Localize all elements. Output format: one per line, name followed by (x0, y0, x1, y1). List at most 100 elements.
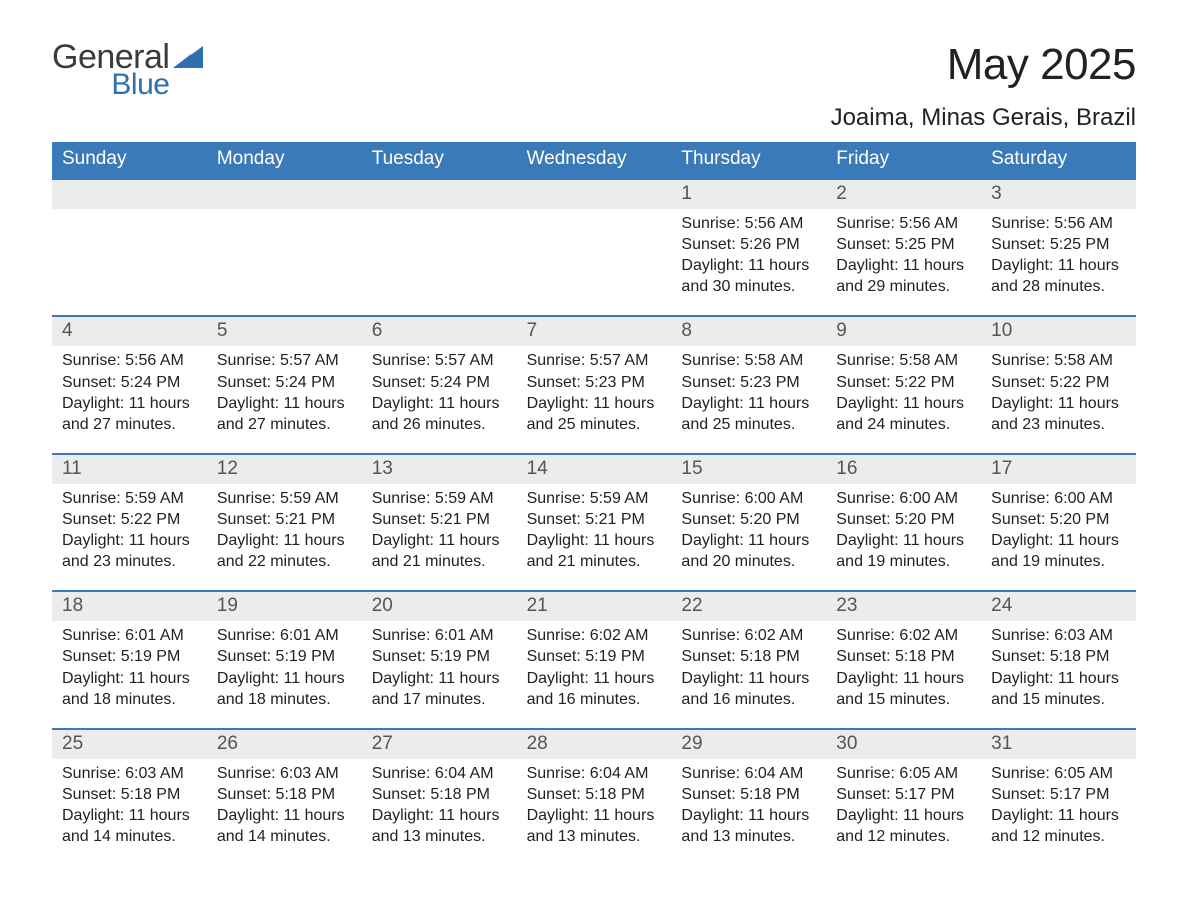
day-number: 25 (52, 730, 207, 759)
sunrise-text: Sunrise: 5:57 AM (217, 350, 352, 371)
day-detail: Sunrise: 5:58 AMSunset: 5:22 PMDaylight:… (981, 346, 1136, 434)
day-detail: Sunrise: 6:01 AMSunset: 5:19 PMDaylight:… (207, 621, 362, 709)
daylight-text: Daylight: 11 hours (217, 393, 352, 414)
weeks-container: 123Sunrise: 5:56 AMSunset: 5:26 PMDaylig… (52, 180, 1136, 865)
daylight-text: Daylight: 11 hours (527, 805, 662, 826)
sunrise-text: Sunrise: 5:58 AM (836, 350, 971, 371)
day-number (207, 180, 362, 209)
day-detail: Sunrise: 5:58 AMSunset: 5:23 PMDaylight:… (671, 346, 826, 434)
daylight-text: Daylight: 11 hours (62, 530, 197, 551)
sunrise-text: Sunrise: 6:02 AM (836, 625, 971, 646)
detail-row: Sunrise: 5:56 AMSunset: 5:24 PMDaylight:… (52, 346, 1136, 452)
daylight-text: and 21 minutes. (372, 551, 507, 572)
day-detail: Sunrise: 6:00 AMSunset: 5:20 PMDaylight:… (981, 484, 1136, 572)
sunrise-text: Sunrise: 5:56 AM (681, 213, 816, 234)
sunrise-text: Sunrise: 5:59 AM (62, 488, 197, 509)
daylight-text: and 19 minutes. (836, 551, 971, 572)
daylight-text: and 25 minutes. (527, 414, 662, 435)
sunset-text: Sunset: 5:25 PM (836, 234, 971, 255)
sunrise-text: Sunrise: 6:04 AM (527, 763, 662, 784)
day-number: 10 (981, 317, 1136, 346)
sunset-text: Sunset: 5:26 PM (681, 234, 816, 255)
day-number: 17 (981, 455, 1136, 484)
daylight-text: and 22 minutes. (217, 551, 352, 572)
day-number-strip: 25262728293031 (52, 728, 1136, 759)
daylight-text: and 24 minutes. (836, 414, 971, 435)
sunrise-text: Sunrise: 5:59 AM (372, 488, 507, 509)
daylight-text: and 23 minutes. (62, 551, 197, 572)
day-number: 9 (826, 317, 981, 346)
daylight-text: Daylight: 11 hours (217, 530, 352, 551)
daylight-text: Daylight: 11 hours (527, 668, 662, 689)
daylight-text: and 18 minutes. (62, 689, 197, 710)
daylight-text: and 13 minutes. (527, 826, 662, 847)
daylight-text: and 13 minutes. (681, 826, 816, 847)
sunset-text: Sunset: 5:24 PM (372, 372, 507, 393)
sunset-text: Sunset: 5:21 PM (217, 509, 352, 530)
sunset-text: Sunset: 5:18 PM (836, 646, 971, 667)
sunrise-text: Sunrise: 6:03 AM (991, 625, 1126, 646)
brand-text: General Blue (52, 40, 169, 100)
sunset-text: Sunset: 5:20 PM (681, 509, 816, 530)
daylight-text: Daylight: 11 hours (217, 668, 352, 689)
day-detail: Sunrise: 5:59 AMSunset: 5:22 PMDaylight:… (52, 484, 207, 572)
daylight-text: Daylight: 11 hours (836, 393, 971, 414)
sunset-text: Sunset: 5:18 PM (217, 784, 352, 805)
daylight-text: and 16 minutes. (527, 689, 662, 710)
daylight-text: Daylight: 11 hours (991, 393, 1126, 414)
day-number: 8 (671, 317, 826, 346)
day-number: 13 (362, 455, 517, 484)
day-number: 1 (671, 180, 826, 209)
brand-logo: General Blue (52, 40, 203, 100)
sunrise-text: Sunrise: 6:01 AM (217, 625, 352, 646)
daylight-text: Daylight: 11 hours (527, 393, 662, 414)
daylight-text: and 13 minutes. (372, 826, 507, 847)
daylight-text: Daylight: 11 hours (62, 805, 197, 826)
day-detail (362, 209, 517, 297)
sunset-text: Sunset: 5:25 PM (991, 234, 1126, 255)
day-number: 31 (981, 730, 1136, 759)
sunset-text: Sunset: 5:18 PM (681, 784, 816, 805)
daylight-text: Daylight: 11 hours (991, 530, 1126, 551)
detail-row: Sunrise: 6:03 AMSunset: 5:18 PMDaylight:… (52, 759, 1136, 865)
day-detail: Sunrise: 5:57 AMSunset: 5:24 PMDaylight:… (207, 346, 362, 434)
sunrise-text: Sunrise: 6:05 AM (836, 763, 971, 784)
daylight-text: and 17 minutes. (372, 689, 507, 710)
sunrise-text: Sunrise: 5:56 AM (62, 350, 197, 371)
daylight-text: Daylight: 11 hours (62, 668, 197, 689)
day-number: 3 (981, 180, 1136, 209)
day-number-strip: 18192021222324 (52, 590, 1136, 621)
day-detail: Sunrise: 5:58 AMSunset: 5:22 PMDaylight:… (826, 346, 981, 434)
week-row: 18192021222324Sunrise: 6:01 AMSunset: 5:… (52, 590, 1136, 727)
day-detail: Sunrise: 6:02 AMSunset: 5:18 PMDaylight:… (671, 621, 826, 709)
daylight-text: and 14 minutes. (217, 826, 352, 847)
day-number: 24 (981, 592, 1136, 621)
day-detail: Sunrise: 6:04 AMSunset: 5:18 PMDaylight:… (671, 759, 826, 847)
day-detail: Sunrise: 6:02 AMSunset: 5:18 PMDaylight:… (826, 621, 981, 709)
sunset-text: Sunset: 5:19 PM (62, 646, 197, 667)
sunrise-text: Sunrise: 5:56 AM (991, 213, 1126, 234)
day-detail: Sunrise: 6:00 AMSunset: 5:20 PMDaylight:… (671, 484, 826, 572)
sunset-text: Sunset: 5:18 PM (372, 784, 507, 805)
day-number (517, 180, 672, 209)
day-number: 2 (826, 180, 981, 209)
day-detail: Sunrise: 6:05 AMSunset: 5:17 PMDaylight:… (826, 759, 981, 847)
daylight-text: Daylight: 11 hours (217, 805, 352, 826)
day-number: 11 (52, 455, 207, 484)
daylight-text: Daylight: 11 hours (62, 393, 197, 414)
daylight-text: Daylight: 11 hours (836, 805, 971, 826)
day-detail: Sunrise: 5:56 AMSunset: 5:24 PMDaylight:… (52, 346, 207, 434)
sunset-text: Sunset: 5:17 PM (836, 784, 971, 805)
sunrise-text: Sunrise: 6:03 AM (62, 763, 197, 784)
weekday-header: Friday (826, 142, 981, 178)
day-number: 28 (517, 730, 672, 759)
daylight-text: and 30 minutes. (681, 276, 816, 297)
daylight-text: Daylight: 11 hours (681, 393, 816, 414)
day-number (362, 180, 517, 209)
day-detail: Sunrise: 5:56 AMSunset: 5:25 PMDaylight:… (981, 209, 1136, 297)
sunset-text: Sunset: 5:24 PM (62, 372, 197, 393)
location-text: Joaima, Minas Gerais, Brazil (831, 104, 1136, 132)
daylight-text: Daylight: 11 hours (372, 805, 507, 826)
weekday-header: Wednesday (517, 142, 672, 178)
sunrise-text: Sunrise: 6:00 AM (836, 488, 971, 509)
